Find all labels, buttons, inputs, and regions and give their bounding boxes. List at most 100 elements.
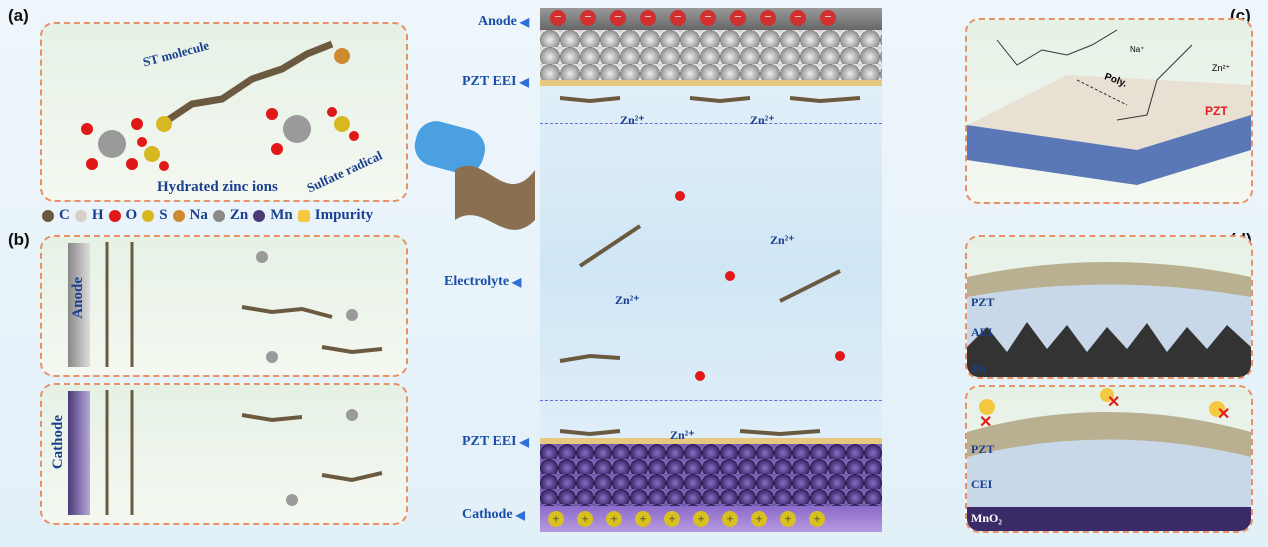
pzt-label: PZT bbox=[971, 442, 995, 456]
cathode-electrode bbox=[68, 391, 90, 515]
sulfate-molecule bbox=[137, 107, 359, 171]
anode-electrode bbox=[68, 243, 90, 367]
legend-label: Impurity bbox=[314, 207, 374, 223]
cathode-current-collector bbox=[540, 506, 882, 532]
minus-icon: − bbox=[790, 10, 806, 26]
panel-c: Na⁺ Zn²⁺ Poly. PZT bbox=[965, 18, 1253, 204]
legend-label: O bbox=[125, 207, 138, 223]
legend-label: Na bbox=[189, 207, 208, 223]
legend-label: S bbox=[159, 207, 168, 223]
legend-label: H bbox=[91, 207, 104, 223]
panel-a: ST molecule Hydrated zinc ions Sulfate r… bbox=[40, 22, 408, 202]
pzt-eei-layer-top bbox=[540, 80, 882, 86]
pzt-eei-text: PZT EEI bbox=[462, 74, 517, 89]
arrow-left-icon: ◀ bbox=[512, 274, 522, 289]
minus-icon: − bbox=[670, 10, 686, 26]
electrolyte-molecules bbox=[559, 96, 861, 437]
cathode-molecules bbox=[105, 390, 383, 515]
legend-label: Mn bbox=[270, 207, 293, 223]
manganese-swatch bbox=[253, 209, 266, 222]
pzt-eei-bottom-side-label: PZT EEI ◀ bbox=[462, 434, 529, 450]
panel-d-anode: PZT AEI Zn bbox=[965, 235, 1253, 379]
arrow-left-icon: ◀ bbox=[519, 74, 529, 89]
aei-label: AEI bbox=[971, 325, 993, 339]
battery-illustration bbox=[414, 121, 535, 230]
pzt-eei-text: PZT EEI bbox=[462, 434, 517, 449]
zn-ion-label: Zn²⁺ bbox=[770, 233, 795, 247]
molecules-illustration bbox=[81, 40, 359, 171]
minus-icon: − bbox=[700, 10, 716, 26]
impurity-swatch bbox=[297, 209, 310, 222]
pzt-eei-layer-bottom bbox=[540, 438, 882, 444]
minus-icon: − bbox=[820, 10, 836, 26]
panel-b-label: (b) bbox=[8, 230, 30, 249]
plus-icon: + bbox=[751, 511, 767, 527]
panel-d-cathode: ✕ ✕ ✕ PZT CEI MnO₂ bbox=[965, 385, 1253, 533]
interface-line-bottom bbox=[540, 400, 882, 401]
legend-label: C bbox=[59, 207, 70, 223]
mno2-label: MnO₂ bbox=[971, 511, 1002, 525]
plus-icon: + bbox=[780, 511, 796, 527]
sodium-swatch bbox=[172, 209, 185, 222]
svg-text:✕: ✕ bbox=[979, 414, 992, 431]
plus-icon: + bbox=[577, 511, 593, 527]
panel-b-anode: Anode bbox=[40, 235, 408, 377]
cathode-side-label: Cathode ◀ bbox=[462, 507, 525, 523]
minus-icon: − bbox=[640, 10, 656, 26]
hydrated-zinc-ion bbox=[81, 108, 311, 170]
panel-b-cathode: Cathode bbox=[40, 383, 408, 525]
positive-charges: + + + + + + + + + + bbox=[548, 511, 825, 527]
cathode-label: Cathode bbox=[50, 415, 66, 470]
pzt-film-illustration bbox=[967, 29, 1251, 185]
oxygen-swatch bbox=[108, 209, 121, 222]
minus-icon: − bbox=[580, 10, 596, 26]
legend-label: Zn bbox=[229, 207, 249, 223]
svg-text:✕: ✕ bbox=[1107, 394, 1120, 411]
cei-label: CEI bbox=[971, 477, 993, 491]
plus-icon: + bbox=[693, 511, 709, 527]
interface-line-top bbox=[540, 123, 882, 124]
zinc-swatch bbox=[212, 209, 225, 222]
st-molecule-chain bbox=[156, 40, 350, 132]
zn-ion-label: Zn²⁺ bbox=[670, 428, 695, 442]
cathode-text: Cathode bbox=[462, 507, 513, 522]
minus-icon: − bbox=[730, 10, 746, 26]
zn-ion-label: Zn²⁺ bbox=[750, 113, 775, 127]
panel-a-label: (a) bbox=[8, 6, 29, 25]
plus-icon: + bbox=[664, 511, 680, 527]
plus-icon: + bbox=[722, 511, 738, 527]
plus-icon: + bbox=[606, 511, 622, 527]
anode-interface-illustration bbox=[967, 262, 1251, 377]
na-ion-label: Na⁺ bbox=[1130, 45, 1145, 54]
arrow-left-icon: ◀ bbox=[519, 434, 529, 449]
pzt-eei-top-side-label: PZT EEI ◀ bbox=[462, 74, 529, 90]
zn-ion-label: Zn²⁺ bbox=[620, 113, 645, 127]
pzt-label: PZT bbox=[1205, 104, 1228, 118]
electrolyte-text: Electrolyte bbox=[444, 274, 510, 289]
plus-icon: + bbox=[635, 511, 651, 527]
element-legend: C H O S Na Zn Mn Impurity bbox=[42, 207, 373, 224]
zinc-anode-lattice bbox=[540, 30, 882, 80]
anode-text: Anode bbox=[478, 14, 517, 29]
cathode-interface-illustration: ✕ ✕ ✕ bbox=[967, 388, 1251, 531]
arrow-left-icon: ◀ bbox=[515, 507, 525, 522]
anode-molecules bbox=[105, 242, 383, 367]
minus-icon: − bbox=[760, 10, 776, 26]
svg-text:✕: ✕ bbox=[1217, 406, 1230, 423]
hydrogen-swatch bbox=[74, 209, 87, 222]
plus-icon: + bbox=[809, 511, 825, 527]
battery-stack: − − − − − − − − − − + + + + + + + + + + … bbox=[540, 8, 882, 532]
zn-label: Zn bbox=[971, 361, 986, 375]
minus-icon: − bbox=[550, 10, 566, 26]
carbon-swatch bbox=[42, 209, 54, 222]
minus-icon: − bbox=[610, 10, 626, 26]
zn-ion-label: Zn²⁺ bbox=[1212, 63, 1231, 73]
sulfur-swatch bbox=[142, 209, 155, 222]
arrow-left-icon: ◀ bbox=[519, 14, 530, 29]
anode-label: Anode bbox=[70, 277, 86, 319]
anode-side-label: Anode ◀ bbox=[478, 14, 529, 30]
mno2-cathode-lattice bbox=[540, 444, 882, 506]
pzt-label: PZT bbox=[971, 295, 995, 309]
zn-ion-label: Zn²⁺ bbox=[615, 293, 640, 307]
negative-charges: − − − − − − − − − − bbox=[550, 10, 836, 26]
